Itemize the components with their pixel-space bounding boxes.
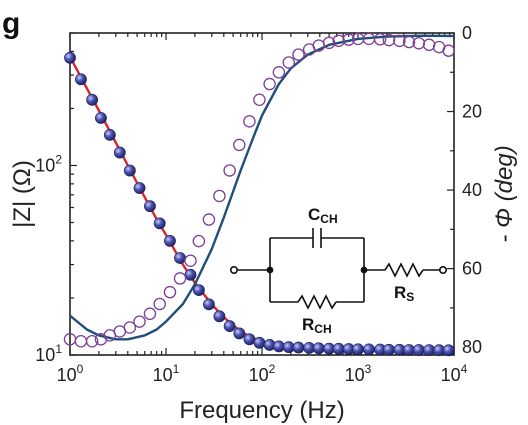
y-right-tick-label: 20 bbox=[462, 102, 482, 122]
y-right-axis-title: - Φ (deg) bbox=[491, 145, 518, 242]
phase-point bbox=[273, 67, 284, 78]
impedance-point bbox=[104, 129, 115, 140]
x-tick-label: 100 bbox=[57, 362, 84, 385]
phase-point bbox=[423, 39, 434, 50]
impedance-point bbox=[224, 321, 235, 332]
impedance-point bbox=[185, 269, 196, 280]
impedance-point bbox=[64, 52, 75, 63]
y-right-tick-label: 60 bbox=[462, 259, 482, 279]
label-cch: CCH bbox=[308, 205, 338, 226]
phase-point bbox=[283, 57, 294, 68]
label-rs: RS bbox=[394, 283, 414, 304]
impedance-point bbox=[214, 311, 225, 322]
impedance-point bbox=[134, 182, 145, 193]
phase-point bbox=[154, 298, 165, 309]
y-right-tick-label: 40 bbox=[462, 180, 482, 200]
phase-point bbox=[264, 78, 275, 89]
data-points bbox=[64, 33, 454, 356]
label-rch: RCH bbox=[302, 315, 332, 336]
impedance-point bbox=[244, 334, 255, 345]
phase-point bbox=[203, 214, 214, 225]
y-left-axis-title: |Z| (Ω) bbox=[9, 160, 36, 228]
phase-point bbox=[214, 190, 225, 201]
x-tick-label: 103 bbox=[345, 362, 372, 385]
x-tick-label: 102 bbox=[249, 362, 276, 385]
fit-lines bbox=[70, 36, 454, 351]
phase-point bbox=[164, 287, 175, 298]
impedance-point bbox=[333, 343, 344, 354]
impedance-point bbox=[154, 218, 165, 229]
circuit-terminal-right bbox=[440, 267, 446, 273]
y-left-tick-label: 101 bbox=[35, 342, 62, 365]
impedance-point bbox=[174, 252, 185, 263]
x-axis-title: Frequency (Hz) bbox=[179, 397, 344, 424]
impedance-point bbox=[254, 337, 265, 348]
impedance-point bbox=[193, 285, 204, 296]
y-left-tick-label: 102 bbox=[35, 152, 62, 175]
impedance-point bbox=[443, 345, 454, 356]
phase-point bbox=[244, 116, 255, 127]
phase-point bbox=[254, 94, 265, 105]
impedance-point bbox=[383, 344, 394, 355]
y-right-tick-label: 80 bbox=[462, 337, 482, 357]
plot-frame bbox=[70, 33, 454, 355]
phase-point bbox=[443, 45, 454, 56]
impedance-point bbox=[164, 235, 175, 246]
impedance-point bbox=[203, 299, 214, 310]
phase-point bbox=[234, 139, 245, 150]
impedance-point bbox=[313, 343, 324, 354]
phase-point bbox=[193, 236, 204, 247]
impedance-point bbox=[352, 344, 363, 355]
phase-point bbox=[224, 165, 235, 176]
resistor-rs bbox=[385, 264, 423, 276]
phase-point bbox=[174, 273, 185, 284]
impedance-point bbox=[363, 344, 374, 355]
impedance-point bbox=[293, 342, 304, 353]
impedance-fit-line bbox=[70, 57, 454, 351]
x-tick-label: 101 bbox=[153, 362, 180, 385]
phase-point bbox=[134, 316, 145, 327]
impedance-point bbox=[144, 201, 155, 212]
impedance-point bbox=[75, 74, 86, 85]
panel-label: g bbox=[2, 7, 20, 40]
impedance-point bbox=[114, 147, 125, 158]
impedance-point bbox=[87, 94, 98, 105]
phase-point bbox=[144, 308, 155, 319]
phase-point bbox=[75, 336, 86, 347]
impedance-point bbox=[413, 344, 424, 355]
impedance-point bbox=[234, 328, 245, 339]
x-tick-label: 104 bbox=[441, 362, 468, 385]
phase-point bbox=[293, 49, 304, 60]
impedance-point bbox=[95, 112, 106, 123]
phase-point bbox=[185, 255, 196, 266]
impedance-point bbox=[124, 165, 135, 176]
impedance-point bbox=[423, 345, 434, 356]
resistor-rch bbox=[298, 296, 336, 308]
impedance-point bbox=[273, 341, 284, 352]
y-right-tick-label: 0 bbox=[462, 23, 472, 43]
circuit-terminal-left bbox=[231, 267, 237, 273]
